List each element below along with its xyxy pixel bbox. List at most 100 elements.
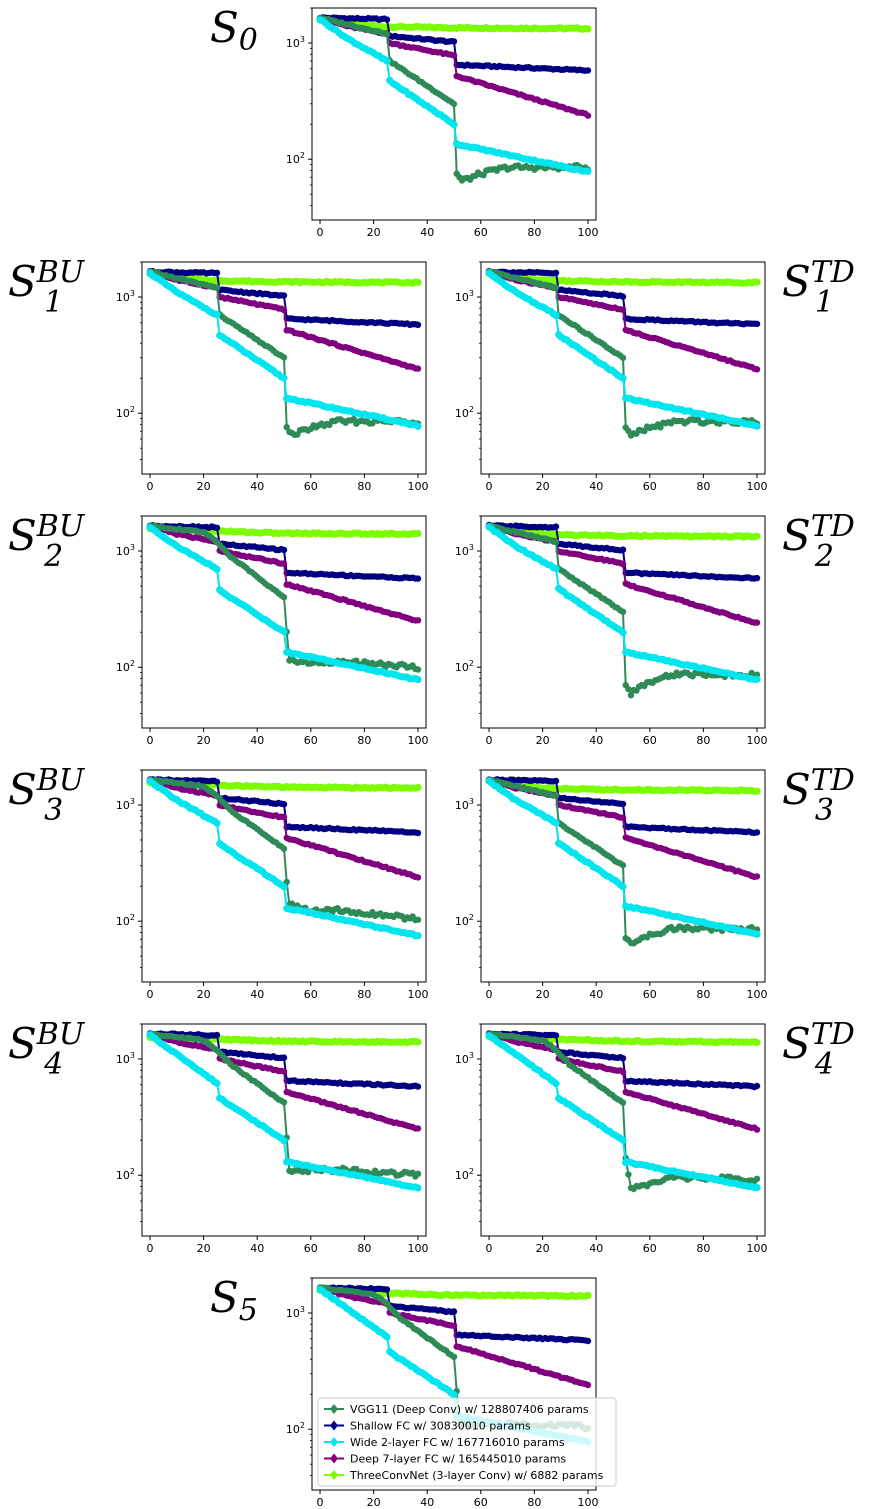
data-point-three bbox=[753, 278, 761, 286]
data-point-wide bbox=[213, 1079, 221, 1087]
x-tick-label: 80 bbox=[696, 480, 710, 493]
x-tick-label: 100 bbox=[746, 734, 767, 747]
data-point-deep bbox=[753, 619, 761, 626]
y-tick-label: 102 bbox=[455, 913, 474, 928]
data-point-deep bbox=[619, 1068, 627, 1076]
data-point-vgg bbox=[625, 427, 632, 434]
data-point-shallow bbox=[753, 574, 761, 582]
y-tick-exp: 2 bbox=[300, 151, 305, 160]
y-tick-label: 103 bbox=[286, 35, 305, 50]
y-tick-label: 103 bbox=[116, 797, 135, 812]
x-tick-label: 60 bbox=[643, 1242, 657, 1255]
data-point-vgg bbox=[414, 1170, 422, 1178]
x-tick-label: 80 bbox=[357, 1242, 371, 1255]
data-point-wide bbox=[619, 883, 627, 891]
y-tick-base: 10 bbox=[455, 545, 469, 558]
x-tick-label: 40 bbox=[250, 480, 264, 493]
y-tick-label: 102 bbox=[116, 913, 135, 928]
data-point-wide bbox=[753, 675, 761, 683]
data-point-wide bbox=[753, 422, 761, 430]
x-tick-label: 100 bbox=[577, 226, 598, 239]
panel-label-sub: 2 bbox=[814, 539, 834, 574]
data-point-deep bbox=[584, 112, 592, 119]
y-tick-exp: 3 bbox=[469, 1051, 474, 1060]
data-point-deep bbox=[280, 1068, 288, 1075]
x-tick-label: 80 bbox=[527, 226, 541, 239]
data-point-shallow bbox=[552, 1032, 560, 1039]
y-tick-label: 102 bbox=[286, 151, 305, 166]
data-point-wide bbox=[414, 422, 422, 430]
panel-label-sup: TD bbox=[811, 255, 855, 290]
y-tick-exp: 2 bbox=[130, 659, 135, 668]
x-tick-label: 80 bbox=[357, 480, 371, 493]
data-point-wide bbox=[552, 311, 560, 319]
series-group bbox=[485, 267, 761, 439]
panel-label-sub: 4 bbox=[814, 1047, 834, 1082]
data-point-shallow bbox=[213, 1031, 221, 1039]
data-point-shallow bbox=[619, 1055, 627, 1062]
x-tick-label: 40 bbox=[589, 734, 603, 747]
y-tick-exp: 3 bbox=[300, 35, 305, 44]
data-point-wide bbox=[552, 565, 560, 573]
data-point-shallow bbox=[213, 778, 221, 786]
data-point-vgg bbox=[414, 916, 422, 923]
x-tick-label: 60 bbox=[643, 480, 657, 493]
x-tick-label: 40 bbox=[589, 480, 603, 493]
panel-label-sup: BU bbox=[36, 1017, 86, 1052]
x-tick-label: 40 bbox=[250, 734, 264, 747]
data-point-wide bbox=[450, 121, 458, 129]
panel-label-main: S bbox=[782, 511, 811, 560]
data-point-three bbox=[414, 529, 422, 538]
x-tick-label: 0 bbox=[486, 734, 493, 747]
data-point-vgg bbox=[753, 1175, 761, 1183]
data-point-wide bbox=[619, 628, 627, 637]
data-point-wide bbox=[552, 819, 560, 827]
data-point-three bbox=[584, 25, 592, 33]
data-point-wide bbox=[213, 310, 221, 318]
data-point-vgg bbox=[552, 792, 560, 799]
panel-label-sup: TD bbox=[811, 509, 855, 544]
panel-label-main: S bbox=[8, 511, 37, 560]
data-point-vgg bbox=[619, 608, 627, 615]
data-point-shallow bbox=[280, 292, 288, 299]
data-point-deep bbox=[414, 365, 422, 372]
y-tick-label: 102 bbox=[116, 405, 135, 420]
x-tick-label: 100 bbox=[407, 988, 428, 1001]
data-point-wide bbox=[280, 1137, 288, 1145]
x-tick-label: 60 bbox=[304, 480, 318, 493]
y-tick-base: 10 bbox=[455, 1169, 469, 1182]
y-tick-exp: 2 bbox=[130, 913, 135, 922]
data-point-shallow bbox=[552, 523, 560, 530]
panel-label-main: S bbox=[8, 765, 37, 814]
data-point-wide bbox=[213, 565, 221, 574]
y-tick-exp: 2 bbox=[469, 913, 474, 922]
data-point-wide bbox=[552, 1080, 560, 1088]
data-point-deep bbox=[280, 306, 288, 314]
y-tick-exp: 2 bbox=[130, 405, 135, 414]
data-point-shallow bbox=[619, 293, 627, 300]
data-point-shallow bbox=[753, 320, 761, 327]
series-group bbox=[485, 1030, 761, 1193]
panel-label-main: S bbox=[782, 765, 811, 814]
panel-label-sup: BU bbox=[36, 763, 86, 798]
panel-label-main: S bbox=[8, 257, 37, 306]
x-tick-label: 0 bbox=[147, 734, 154, 747]
panel-label: STD 1 bbox=[782, 255, 855, 320]
x-tick-label: 40 bbox=[420, 226, 434, 239]
series-group bbox=[485, 776, 761, 947]
panel-label-sup: TD bbox=[811, 1017, 855, 1052]
y-tick-base: 10 bbox=[286, 153, 300, 166]
y-tick-exp: 3 bbox=[130, 797, 135, 806]
y-tick-label: 102 bbox=[116, 1167, 135, 1182]
x-tick-label: 0 bbox=[317, 226, 324, 239]
x-tick-label: 100 bbox=[407, 1242, 428, 1255]
y-tick-exp: 2 bbox=[469, 1167, 474, 1176]
panel-label-sup: BU bbox=[36, 255, 86, 290]
data-point-wide bbox=[584, 167, 592, 175]
y-tick-base: 10 bbox=[116, 1169, 130, 1182]
data-point-vgg bbox=[450, 100, 458, 108]
data-point-three bbox=[753, 787, 761, 795]
